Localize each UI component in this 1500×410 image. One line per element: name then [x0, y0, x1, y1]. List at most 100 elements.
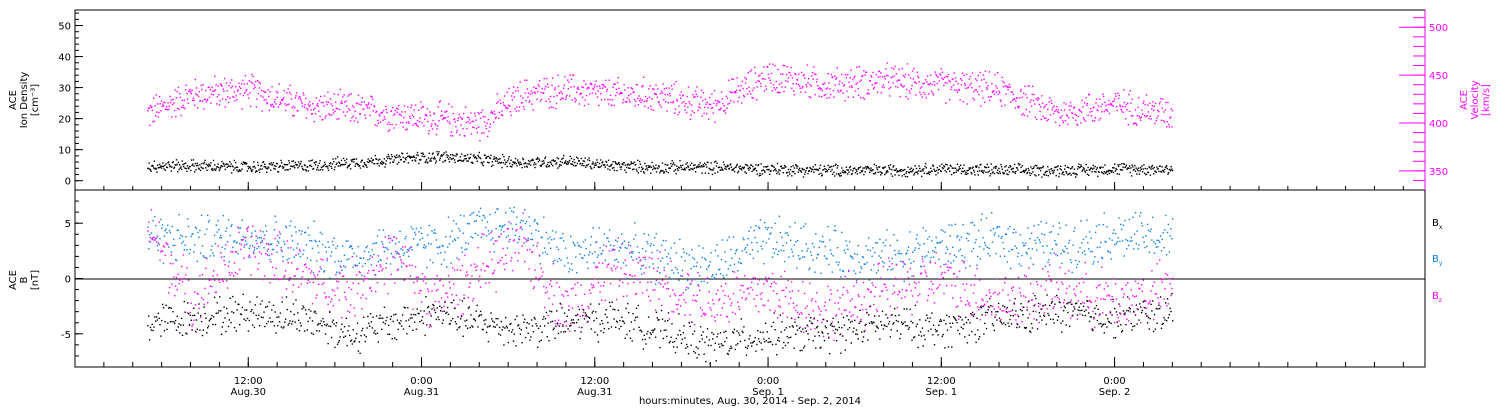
bz-point [274, 238, 276, 240]
velocity-point [884, 78, 886, 80]
density-point [633, 168, 635, 170]
velocity-point [1120, 108, 1122, 111]
bz-point [621, 281, 624, 284]
density-point [338, 161, 340, 163]
density-point [966, 169, 968, 172]
by-point [829, 239, 831, 241]
bz-point [270, 261, 272, 263]
density-point [503, 156, 505, 158]
density-point [644, 162, 646, 165]
by-point [1014, 245, 1016, 247]
velocity-point [1030, 99, 1032, 101]
by-point [567, 262, 569, 264]
bz-point [489, 251, 491, 253]
by-point [322, 243, 324, 246]
density-point [691, 162, 693, 164]
density-point [991, 169, 993, 171]
by-point [387, 249, 389, 251]
by-point [685, 288, 687, 291]
by-point [991, 212, 993, 214]
velocity-point [406, 128, 408, 130]
density-point [326, 165, 328, 168]
density-point [741, 169, 743, 171]
velocity-point [1007, 88, 1009, 91]
velocity-point [854, 75, 856, 77]
density-point [884, 166, 886, 168]
velocity-point [496, 93, 499, 95]
velocity-point [381, 111, 384, 113]
bz-point [314, 276, 316, 278]
by-point [574, 244, 576, 247]
density-point [776, 172, 778, 175]
velocity-point [349, 109, 351, 111]
velocity-point [331, 105, 334, 107]
velocity-point [216, 96, 219, 98]
by-point [699, 275, 701, 277]
density-point [424, 161, 426, 164]
velocity-point [220, 84, 222, 86]
velocity-point [477, 111, 479, 114]
density-point [1013, 171, 1015, 173]
by-point [177, 229, 179, 231]
bz-point [235, 251, 237, 253]
bz-point [615, 298, 618, 301]
density-point [496, 160, 499, 162]
density-point [175, 164, 177, 166]
density-point [222, 162, 224, 165]
bz-point [281, 296, 283, 299]
bz-point [407, 278, 409, 280]
bz-point [642, 256, 645, 259]
by-point [354, 264, 356, 266]
by-point [1105, 241, 1107, 243]
density-point [175, 159, 178, 161]
velocity-point [351, 105, 354, 107]
velocity-point [684, 109, 686, 111]
by-point [863, 263, 865, 265]
velocity-point [861, 75, 863, 78]
by-point [336, 271, 338, 273]
density-point [859, 166, 862, 168]
velocity-point [952, 78, 954, 80]
density-point [1075, 176, 1077, 178]
velocity-point [1034, 103, 1036, 105]
velocity-point [576, 91, 578, 94]
velocity-point [553, 88, 556, 91]
velocity-point [428, 130, 430, 132]
density-point [614, 161, 616, 163]
velocity-point [383, 116, 386, 118]
by-point [814, 271, 816, 273]
velocity-point [410, 107, 412, 109]
density-point [1130, 175, 1133, 177]
velocity-point [973, 99, 976, 101]
density-point [461, 153, 463, 155]
by-point [462, 232, 464, 234]
velocity-point [626, 97, 629, 99]
density-point [320, 169, 322, 171]
density-point [541, 160, 543, 163]
bz-point [446, 296, 449, 298]
by-point [1159, 241, 1161, 244]
density-point [179, 164, 181, 166]
by-point [686, 279, 689, 282]
density-point [866, 166, 868, 168]
velocity-point [934, 71, 937, 73]
density-point [636, 170, 638, 172]
bz-point [561, 294, 563, 296]
density-point [1088, 174, 1090, 176]
velocity-point [998, 90, 1000, 92]
velocity-point [973, 91, 975, 93]
velocity-point [370, 103, 373, 106]
by-point [378, 229, 380, 231]
velocity-point [687, 106, 689, 108]
bz-point [582, 311, 585, 313]
density-point [1114, 163, 1116, 165]
by-point [1109, 251, 1112, 254]
by-point [555, 231, 557, 233]
density-point [931, 170, 933, 172]
density-point [581, 164, 583, 167]
bz-point [158, 221, 160, 223]
bz-point [534, 269, 536, 271]
by-point [563, 265, 566, 267]
by-point [291, 240, 294, 242]
bz-point [464, 254, 466, 257]
